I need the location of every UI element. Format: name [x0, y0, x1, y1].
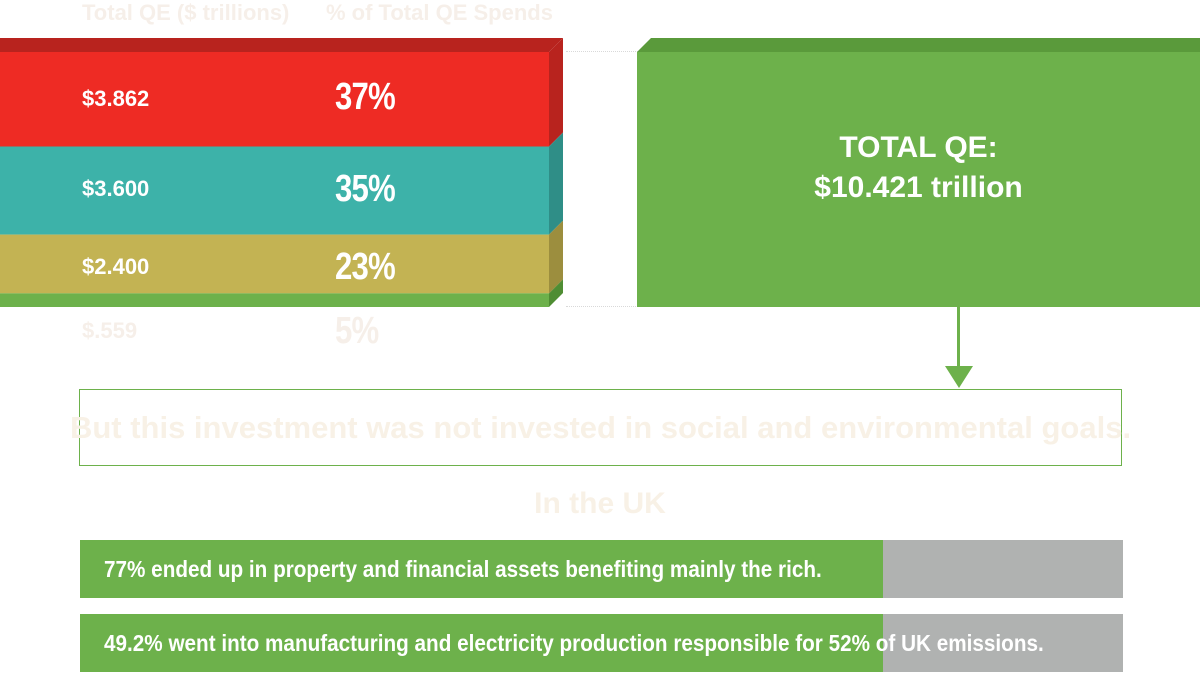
uk-heading: In the UK — [534, 487, 666, 520]
band-amount-2: $3.600 — [82, 176, 150, 201]
connector-bottom — [566, 306, 638, 307]
stack-band-3 — [0, 234, 549, 294]
percent-column-header: % of Total QE Spends — [326, 0, 553, 25]
band-percent-4: 5% — [335, 310, 379, 352]
stack-band-side-2 — [549, 132, 563, 235]
connector-top — [566, 51, 638, 52]
arrow-shaft — [957, 307, 960, 369]
stack-band-side-1 — [549, 38, 563, 147]
band-percent-2: 35% — [335, 168, 396, 210]
total-qe-label: TOTAL QE: — [839, 131, 998, 164]
uk-bar-2: 49.2% went into manufacturing and electr… — [80, 614, 1123, 672]
total-qe-value: $10.421 trillion — [814, 171, 1023, 204]
stack-band-4 — [0, 293, 549, 307]
band-percent-1: 37% — [335, 76, 396, 118]
amount-column-header: Total QE ($ trillions) — [82, 0, 290, 25]
total-box-top-face — [637, 38, 1200, 52]
band-amount-4: $.559 — [82, 318, 138, 343]
stack-top-face — [0, 38, 563, 52]
uk-bar-1-text: 77% ended up in property and financial a… — [104, 556, 822, 582]
stack-band-side-4 — [549, 279, 563, 307]
band-amount-1: $3.862 — [82, 86, 150, 111]
uk-bar-1: 77% ended up in property and financial a… — [80, 540, 1123, 598]
stacked-bar — [0, 38, 563, 307]
uk-bar-1-fill — [80, 540, 884, 598]
band-percent-3: 23% — [335, 246, 396, 288]
arrow-down-icon — [945, 366, 973, 388]
band-amount-3: $2.400 — [82, 254, 150, 279]
uk-bar-2-text: 49.2% went into manufacturing and electr… — [104, 630, 1044, 656]
stack-band-side-3 — [549, 220, 563, 294]
stack-band-2 — [0, 146, 549, 235]
note-box: But this investment was not invested in … — [70, 389, 1131, 466]
total-qe-box — [637, 52, 1200, 307]
uk-bar-2-fill — [80, 614, 884, 672]
note-text: But this investment was not invested in … — [69, 409, 1132, 445]
stack-band-1 — [0, 52, 549, 147]
total-qe-text: TOTAL QE: $10.421 trillion — [587, 128, 1200, 208]
